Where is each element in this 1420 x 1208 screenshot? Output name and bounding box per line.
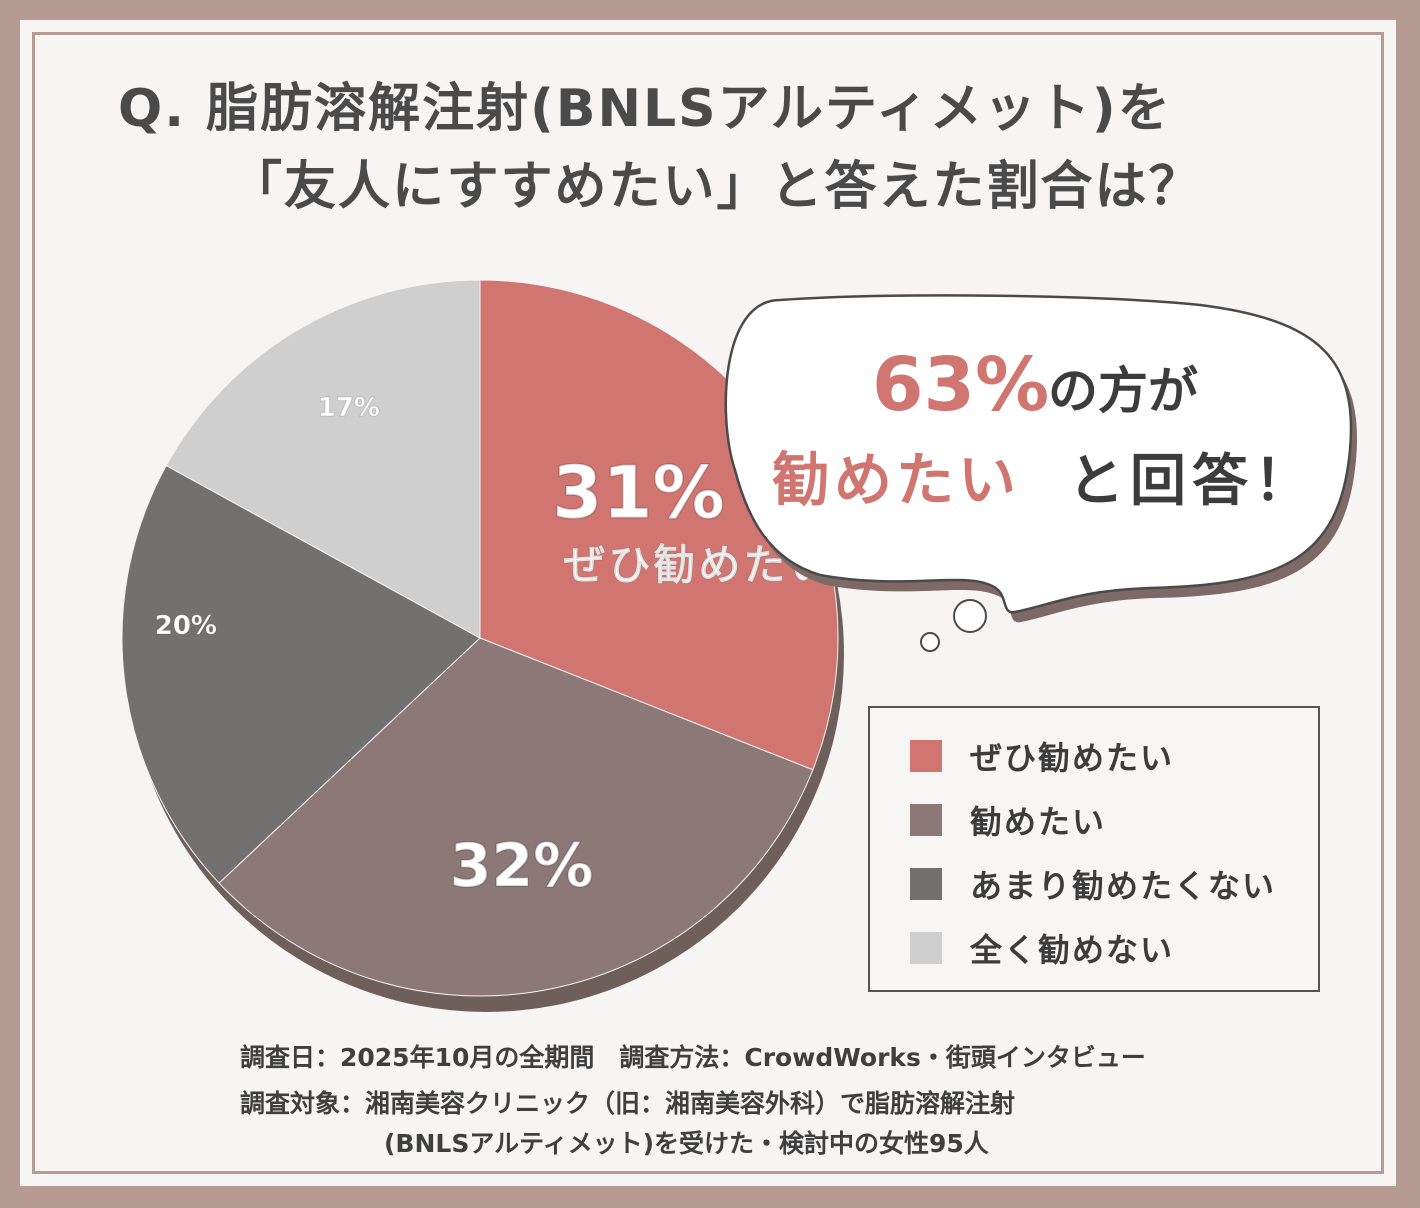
callout-highlight: 勧めたい <box>772 446 1020 514</box>
pie-slice <box>165 279 481 639</box>
legend-label: 全く勧めない <box>970 931 1175 969</box>
callout-text-2: と回答！ <box>1068 449 1316 514</box>
legend-swatch <box>910 868 942 900</box>
thought-dot-large <box>953 599 987 633</box>
legend-swatch <box>910 740 942 772</box>
speech-bubble: 63% の方が 勧めたい と回答！ <box>724 294 1358 652</box>
slice-percent-label: 20% <box>155 611 217 641</box>
slice-percent-label: 17% <box>318 393 380 423</box>
legend-item: ぜひ勧めたい <box>910 736 1175 777</box>
legend-swatch <box>910 804 942 836</box>
legend-label: 勧めたい <box>970 803 1107 841</box>
pie-slice <box>121 464 481 884</box>
legend: ぜひ勧めたい 勧めたい あまり勧めたくない 全く勧めない <box>868 706 1320 992</box>
pie-slice <box>218 637 814 997</box>
callout-percent: 63% <box>872 342 1049 428</box>
legend-label: あまり勧めたくない <box>970 867 1277 905</box>
note-line-2: 調査対象：湘南美容クリニック（旧：湘南美容外科）で脂肪溶解注射 <box>240 1089 1016 1118</box>
title-line-1: Q. 脂肪溶解注射(BNLSアルティメット)を <box>118 79 1172 139</box>
callout-text-1: の方が <box>1048 362 1198 420</box>
legend-item: あまり勧めたくない <box>910 864 1277 905</box>
legend-swatch <box>910 932 942 964</box>
legend-label: ぜひ勧めたい <box>970 739 1175 777</box>
slice-percent-label: 31% <box>552 451 724 535</box>
slice-percent-label: 32% <box>450 831 594 901</box>
note-line-3: (BNLSアルティメット)を受けた・検討中の女性95人 <box>384 1129 989 1158</box>
legend-item: 全く勧めない <box>910 928 1175 969</box>
legend-item: 勧めたい <box>910 800 1107 841</box>
note-line-1: 調査日：2025年10月の全期間 調査方法：CrowdWorks・街頭インタビュ… <box>240 1043 1146 1072</box>
title-line-2: 「友人にすすめたい」と答えた割合は？ <box>230 157 1203 217</box>
thought-dot-small <box>920 632 940 652</box>
